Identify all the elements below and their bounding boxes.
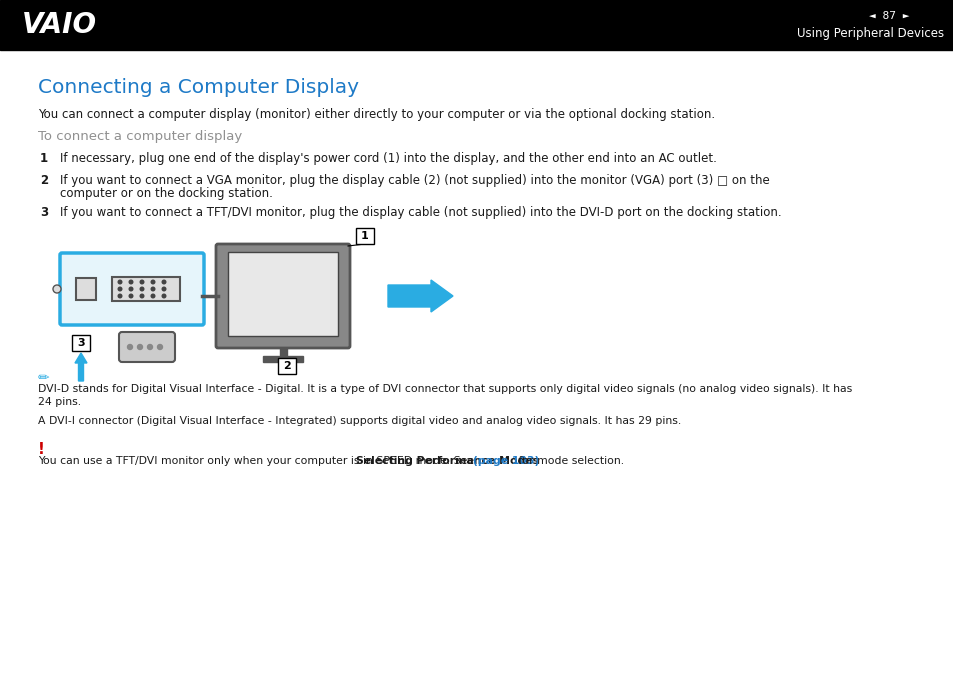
- Circle shape: [162, 287, 166, 290]
- Text: Connecting a Computer Display: Connecting a Computer Display: [38, 78, 358, 97]
- Text: 3: 3: [40, 206, 48, 219]
- FancyBboxPatch shape: [60, 253, 204, 325]
- Text: 2: 2: [283, 361, 291, 371]
- Text: 2: 2: [40, 174, 48, 187]
- Text: !: !: [38, 442, 45, 457]
- Text: If you want to connect a TFT/DVI monitor, plug the display cable (not supplied) : If you want to connect a TFT/DVI monitor…: [60, 206, 781, 219]
- Circle shape: [162, 280, 166, 284]
- Text: Selecting Performance Modes: Selecting Performance Modes: [355, 456, 542, 466]
- Bar: [263, 356, 303, 362]
- Bar: [71, 335, 90, 351]
- Text: To connect a computer display: To connect a computer display: [38, 130, 242, 143]
- Bar: [280, 344, 287, 358]
- Text: for mode selection.: for mode selection.: [514, 456, 623, 466]
- FancyArrow shape: [75, 353, 87, 381]
- Text: You can use a TFT/DVI monitor only when your computer is in SPEED mode. See: You can use a TFT/DVI monitor only when …: [38, 456, 477, 466]
- Bar: [277, 358, 295, 374]
- Text: VAIO: VAIO: [22, 11, 97, 39]
- Circle shape: [118, 287, 122, 290]
- Text: 24 pins.: 24 pins.: [38, 397, 81, 407]
- Circle shape: [162, 294, 166, 298]
- Text: 3: 3: [77, 338, 85, 348]
- Circle shape: [140, 287, 144, 290]
- Text: computer or on the docking station.: computer or on the docking station.: [60, 187, 273, 200]
- FancyArrow shape: [388, 280, 453, 312]
- Circle shape: [140, 280, 144, 284]
- Circle shape: [151, 294, 154, 298]
- Text: 1: 1: [40, 152, 48, 165]
- Text: If necessary, plug one end of the display's power cord (1) into the display, and: If necessary, plug one end of the displa…: [60, 152, 716, 165]
- Circle shape: [148, 344, 152, 350]
- Circle shape: [137, 344, 142, 350]
- Text: ◄ 87 ►: ◄ 87 ►: [868, 11, 909, 21]
- Circle shape: [118, 294, 122, 298]
- Circle shape: [129, 294, 132, 298]
- FancyBboxPatch shape: [119, 332, 174, 362]
- Circle shape: [151, 280, 154, 284]
- Text: (page 103): (page 103): [473, 456, 538, 466]
- Bar: [228, 252, 337, 336]
- Text: Using Peripheral Devices: Using Peripheral Devices: [796, 28, 943, 40]
- Circle shape: [53, 285, 61, 293]
- Text: ✏: ✏: [38, 371, 50, 385]
- Circle shape: [157, 344, 162, 350]
- Text: If you want to connect a VGA monitor, plug the display cable (2) (not supplied) : If you want to connect a VGA monitor, pl…: [60, 174, 769, 187]
- Text: A DVI-I connector (Digital Visual Interface - Integrated) supports digital video: A DVI-I connector (Digital Visual Interf…: [38, 416, 680, 426]
- Circle shape: [151, 287, 154, 290]
- Circle shape: [128, 344, 132, 350]
- Bar: [0, 0, 953, 50]
- Text: 1: 1: [361, 231, 369, 241]
- Text: You can connect a computer display (monitor) either directly to your computer or: You can connect a computer display (moni…: [38, 108, 715, 121]
- Bar: [76, 278, 96, 300]
- Text: DVI-D stands for Digital Visual Interface - Digital. It is a type of DVI connect: DVI-D stands for Digital Visual Interfac…: [38, 384, 851, 394]
- Bar: [112, 277, 180, 301]
- Circle shape: [118, 280, 122, 284]
- Circle shape: [140, 294, 144, 298]
- Circle shape: [129, 280, 132, 284]
- FancyBboxPatch shape: [215, 244, 350, 348]
- Bar: [355, 228, 374, 244]
- Circle shape: [129, 287, 132, 290]
